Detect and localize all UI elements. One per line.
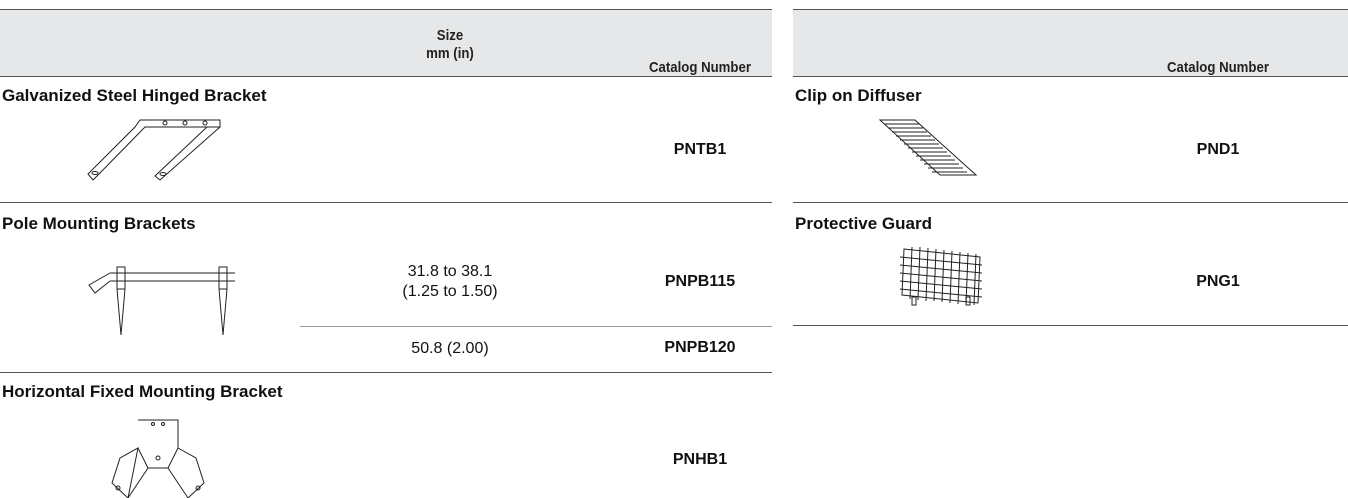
- section-title: Horizontal Fixed Mounting Bracket: [2, 382, 283, 401]
- header-row: [0, 10, 772, 76]
- catalog-number: PND1: [1196, 141, 1240, 158]
- rule: [793, 325, 1348, 326]
- size: 31.8 to 38.1: [407, 263, 493, 280]
- catalog-number: PNTB1: [673, 141, 727, 158]
- header-row: [793, 10, 1348, 76]
- header-cell: Catalog Number: [649, 59, 751, 76]
- pole-bracket-drawing: [88, 266, 235, 336]
- section-title: Clip on Diffuser: [795, 86, 922, 105]
- diffuser-drawing: [878, 119, 978, 176]
- catalog-number: PNPB115: [664, 273, 736, 290]
- header-cell: Size: [436, 27, 464, 44]
- rule: [793, 76, 1348, 77]
- rule: [0, 372, 772, 373]
- guard-drawing: [899, 246, 983, 306]
- rule: [793, 202, 1348, 203]
- hinged-bracket-drawing: [87, 119, 221, 181]
- rule: [0, 76, 772, 77]
- size: (1.25 to 1.50): [402, 283, 498, 300]
- header-cell: Catalog Number: [1167, 59, 1269, 76]
- section-title: Protective Guard: [795, 214, 932, 233]
- rule: [0, 9, 772, 10]
- section-title: Galvanized Steel Hinged Bracket: [2, 86, 267, 105]
- horizontal-bracket-drawing: [111, 419, 205, 498]
- rule: [793, 9, 1348, 10]
- catalog-number: PNG1: [1196, 273, 1240, 290]
- rule: [300, 326, 772, 327]
- rule: [0, 202, 772, 203]
- catalog-number: PNHB1: [672, 451, 728, 468]
- section-title: Pole Mounting Brackets: [2, 214, 196, 233]
- header-cell: mm (in): [426, 45, 474, 62]
- catalog-number: PNPB120: [664, 339, 736, 356]
- size: 50.8 (2.00): [411, 340, 489, 357]
